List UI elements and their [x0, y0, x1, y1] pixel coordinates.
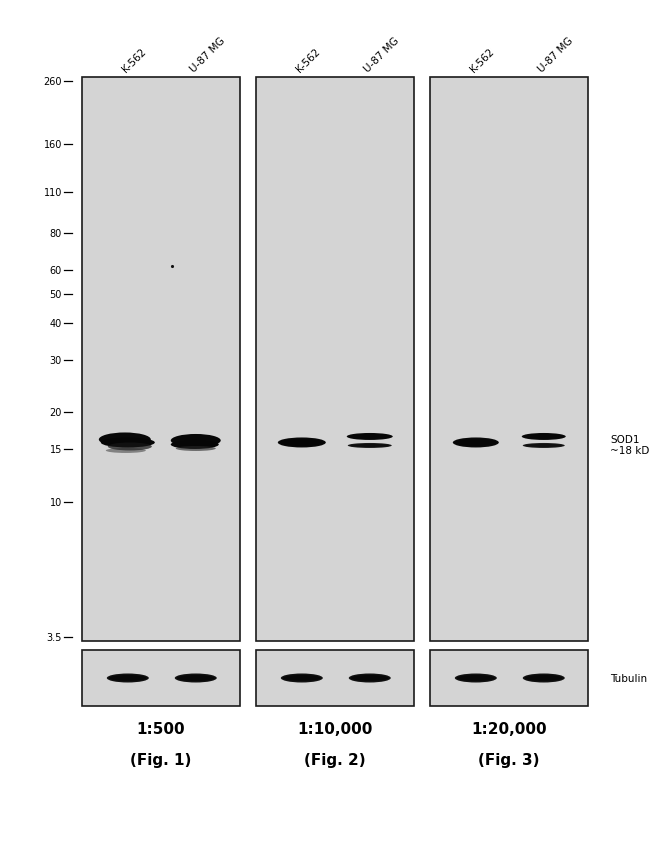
Text: 15: 15 — [49, 445, 62, 455]
Text: 80: 80 — [50, 229, 62, 239]
Ellipse shape — [457, 675, 495, 682]
Ellipse shape — [523, 435, 565, 440]
Text: K-562: K-562 — [469, 46, 497, 74]
Ellipse shape — [351, 675, 389, 682]
Text: U-87 MG: U-87 MG — [363, 35, 402, 74]
Ellipse shape — [455, 674, 497, 682]
Text: K-562: K-562 — [294, 46, 322, 74]
Text: 1:10,000: 1:10,000 — [297, 722, 372, 737]
Text: ~18 kDa: ~18 kDa — [610, 446, 650, 456]
Text: 30: 30 — [50, 355, 62, 366]
Text: (Fig. 2): (Fig. 2) — [304, 751, 366, 767]
Ellipse shape — [348, 443, 392, 448]
Text: (Fig. 1): (Fig. 1) — [130, 751, 192, 767]
Ellipse shape — [278, 438, 326, 448]
Ellipse shape — [283, 675, 321, 682]
Text: SOD1: SOD1 — [610, 435, 640, 445]
Ellipse shape — [348, 435, 392, 440]
Ellipse shape — [177, 675, 214, 682]
Ellipse shape — [454, 440, 498, 446]
Ellipse shape — [523, 674, 565, 682]
Text: Tubulin: Tubulin — [610, 673, 647, 683]
Text: 1:500: 1:500 — [136, 722, 185, 737]
Ellipse shape — [279, 440, 325, 446]
Ellipse shape — [101, 438, 155, 448]
Text: 20: 20 — [49, 407, 62, 417]
Ellipse shape — [349, 674, 391, 682]
Ellipse shape — [281, 674, 323, 682]
Text: 40: 40 — [50, 318, 62, 328]
Ellipse shape — [453, 438, 499, 448]
Text: K-562: K-562 — [121, 46, 148, 74]
Ellipse shape — [346, 434, 393, 440]
Text: 1:20,000: 1:20,000 — [471, 722, 547, 737]
Bar — [430, 650, 588, 706]
Text: U-87 MG: U-87 MG — [537, 35, 575, 74]
Ellipse shape — [106, 448, 146, 453]
Ellipse shape — [107, 674, 149, 682]
Text: 160: 160 — [44, 140, 62, 149]
Text: 10: 10 — [50, 497, 62, 507]
Ellipse shape — [176, 446, 216, 452]
Ellipse shape — [175, 674, 216, 682]
Bar — [430, 78, 588, 642]
Ellipse shape — [99, 433, 151, 447]
Bar — [82, 78, 240, 642]
Bar — [256, 78, 414, 642]
Ellipse shape — [109, 675, 147, 682]
Ellipse shape — [524, 445, 564, 447]
Ellipse shape — [523, 443, 565, 448]
Ellipse shape — [349, 445, 391, 447]
Text: (Fig. 3): (Fig. 3) — [478, 751, 540, 767]
Ellipse shape — [525, 675, 563, 682]
Ellipse shape — [171, 435, 221, 447]
Text: U-87 MG: U-87 MG — [188, 35, 228, 74]
Text: 60: 60 — [50, 266, 62, 276]
Bar — [256, 650, 414, 706]
Bar — [82, 650, 240, 706]
Text: 110: 110 — [44, 187, 62, 198]
Text: 260: 260 — [44, 77, 62, 87]
Ellipse shape — [108, 443, 152, 451]
Ellipse shape — [522, 434, 566, 440]
Text: 3.5: 3.5 — [47, 632, 62, 642]
Text: 50: 50 — [49, 290, 62, 299]
Ellipse shape — [171, 440, 219, 450]
